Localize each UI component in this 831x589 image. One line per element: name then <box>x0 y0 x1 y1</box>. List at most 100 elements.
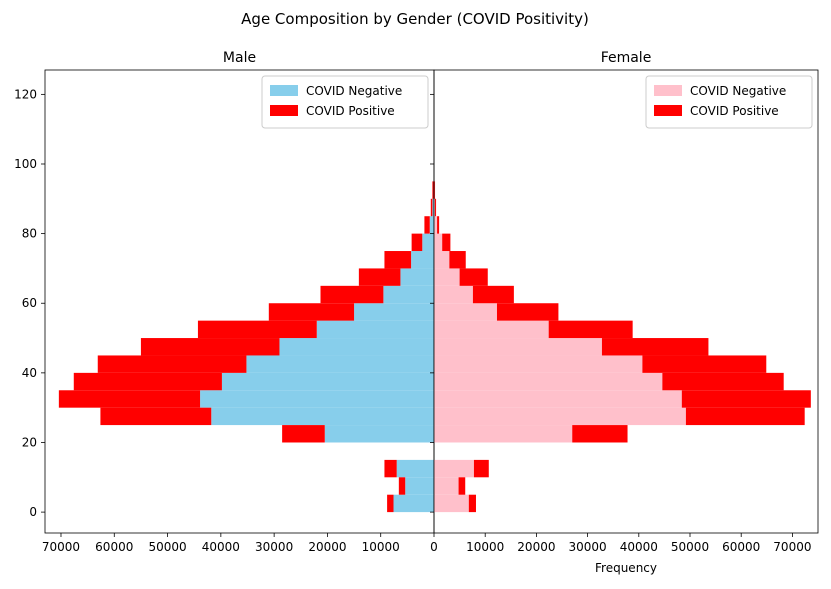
female-title: Female <box>601 50 652 66</box>
female-bar-negative-85 <box>434 198 436 217</box>
female-bar-negative-25 <box>434 407 686 426</box>
female-bar-positive-80 <box>437 216 440 234</box>
female-bar-positive-20 <box>572 425 628 443</box>
legend-frame <box>261 75 429 129</box>
y-tick-label: 0 <box>29 505 37 519</box>
x-tick-label: 40000 <box>620 540 658 554</box>
female-bar-positive-0 <box>468 494 476 513</box>
female-bar-negative-20 <box>434 425 573 443</box>
male-axes: 70000 60000 50000 40000 30000 20000 10000 0 20 40… <box>14 50 435 554</box>
male-bar-positive-75 <box>411 233 423 252</box>
x-tick-label: 30000 <box>255 540 293 554</box>
x-tick-label: 30000 <box>569 540 607 554</box>
male-bar-negative-10 <box>396 459 434 478</box>
male-bar-positive-10 <box>384 459 397 478</box>
y-tick-label: 100 <box>14 157 37 171</box>
male-bar-positive-0 <box>387 494 394 513</box>
male-bar-positive-90 <box>432 181 434 199</box>
female-bar-negative-65 <box>434 268 460 286</box>
male-bar-positive-20 <box>282 425 325 443</box>
x-tick-label: 70000 <box>42 540 80 554</box>
female-bar-positive-90 <box>434 181 436 199</box>
female-bar-negative-50 <box>434 320 549 339</box>
female-bar-negative-10 <box>434 459 474 478</box>
x-tick-label: 10000 <box>466 540 504 554</box>
y-tick-label: 40 <box>22 366 37 380</box>
female-bar-positive-45 <box>601 338 709 356</box>
male-bar-negative-45 <box>279 338 434 356</box>
x-tick-label: 0 <box>430 540 438 554</box>
male-bar-negative-85 <box>432 198 434 217</box>
female-bar-positive-40 <box>642 355 767 373</box>
female-bar-negative-80 <box>434 216 438 234</box>
legend-frame <box>645 75 813 129</box>
female-bar-negative-0 <box>434 494 469 513</box>
male-bar-positive-40 <box>97 355 247 373</box>
male-bar-negative-60 <box>383 285 434 304</box>
female-legend: COVID Negative COVID Positive <box>645 75 813 129</box>
x-tick-label: 70000 <box>773 540 811 554</box>
legend-swatch <box>654 105 682 116</box>
male-bar-negative-5 <box>405 477 434 495</box>
male-bar-positive-85 <box>430 198 433 217</box>
x-tick-label: 20000 <box>308 540 346 554</box>
legend-label: COVID Negative <box>306 84 402 98</box>
female-bar-positive-25 <box>685 407 805 426</box>
female-bar-positive-70 <box>449 251 466 269</box>
male-bar-positive-5 <box>398 477 406 495</box>
female-bar-positive-50 <box>548 320 633 339</box>
female-bar-negative-55 <box>434 303 497 321</box>
female-bar-negative-30 <box>434 390 682 408</box>
male-bar-negative-30 <box>200 390 434 408</box>
male-bar-negative-0 <box>393 494 434 513</box>
male-bar-negative-25 <box>211 407 434 426</box>
female-bar-negative-75 <box>434 233 443 252</box>
x-tick-label: 10000 <box>362 540 400 554</box>
male-bar-negative-65 <box>400 268 434 286</box>
legend-label: COVID Positive <box>690 104 779 118</box>
x-tick-label: 60000 <box>95 540 133 554</box>
legend-label: COVID Positive <box>306 104 395 118</box>
female-bar-positive-75 <box>442 233 451 252</box>
x-tick-label: 60000 <box>722 540 760 554</box>
male-bar-negative-75 <box>422 233 434 252</box>
female-bar-positive-5 <box>458 477 466 495</box>
male-bar-negative-20 <box>324 425 434 443</box>
female-axes: 0 10000 20000 30000 40000 50000 60000 70000 Fema… <box>430 50 819 575</box>
female-bar-negative-45 <box>434 338 602 356</box>
legend-swatch <box>270 85 298 96</box>
x-tick-label: 40000 <box>202 540 240 554</box>
x-tick-label: 50000 <box>148 540 186 554</box>
y-tick-label: 80 <box>22 227 37 241</box>
male-bar-positive-30 <box>58 390 201 408</box>
female-bar-positive-85 <box>435 198 437 217</box>
male-bar-negative-70 <box>411 251 434 269</box>
y-tick-label: 120 <box>14 87 37 101</box>
female-axes-frame <box>433 69 819 534</box>
female-x-axis-label: Frequency <box>595 561 657 575</box>
y-tick-label: 20 <box>22 435 37 449</box>
male-bar-positive-45 <box>140 338 280 356</box>
female-bar-negative-5 <box>434 477 459 495</box>
female-bar-positive-30 <box>681 390 811 408</box>
x-tick-label: 50000 <box>671 540 709 554</box>
male-bar-positive-60 <box>320 285 384 304</box>
female-bar-positive-65 <box>459 268 488 286</box>
male-bar-negative-55 <box>354 303 434 321</box>
male-bar-positive-70 <box>384 251 412 269</box>
male-bar-positive-50 <box>197 320 317 339</box>
male-bar-positive-25 <box>100 407 212 426</box>
x-tick-label: 20000 <box>517 540 555 554</box>
legend-swatch <box>654 85 682 96</box>
female-bar-negative-40 <box>434 355 643 373</box>
female-bar-positive-10 <box>473 459 489 478</box>
male-bar-negative-40 <box>246 355 434 373</box>
female-bar-negative-35 <box>434 372 663 391</box>
female-bar-positive-60 <box>472 285 514 304</box>
y-tick-label: 60 <box>22 296 37 310</box>
female-bar-positive-35 <box>662 372 784 391</box>
female-bar-negative-70 <box>434 251 450 269</box>
male-bar-negative-35 <box>221 372 434 391</box>
